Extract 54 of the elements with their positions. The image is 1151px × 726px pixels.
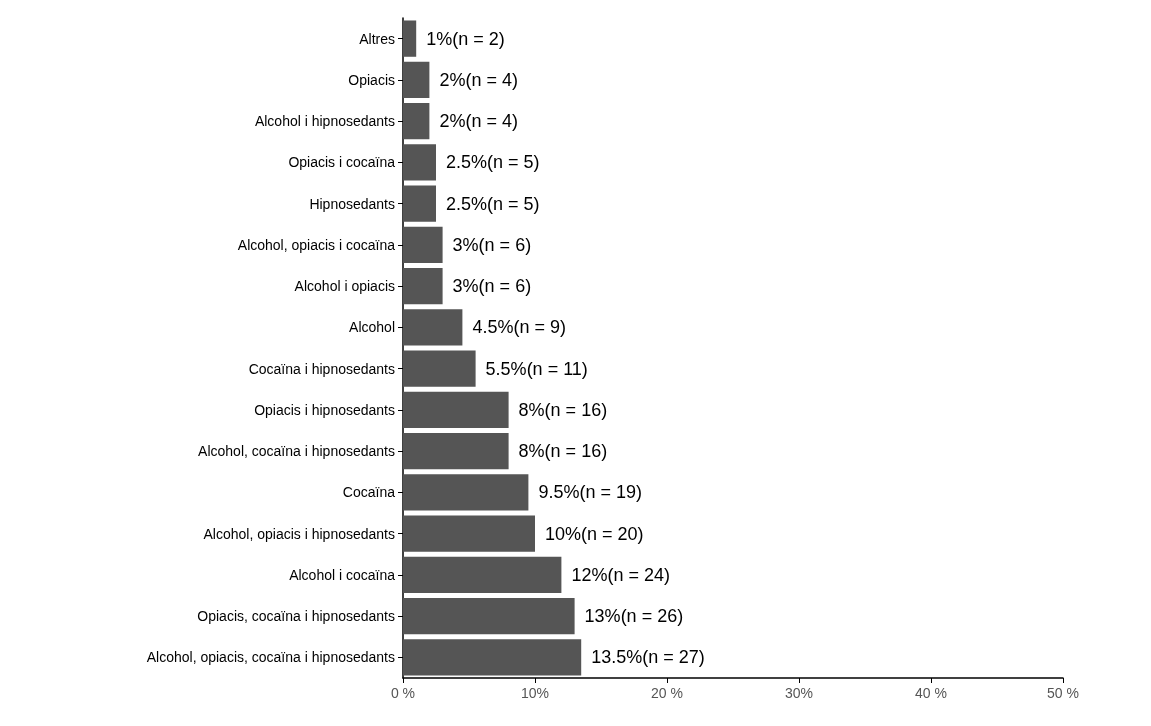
data-label: 8%(n = 16) [518, 441, 608, 462]
x-tick-label: 40 % [915, 685, 947, 701]
y-tick-label: Opiacis i cocaïna [288, 154, 396, 171]
y-tick-label: Hipnosedants [309, 195, 395, 212]
data-label: 2.5%(n = 5) [446, 193, 540, 214]
y-tick-label: Alcohol [349, 319, 395, 336]
data-label: 2.5%(n = 5) [446, 152, 540, 173]
data-label: 3%(n = 6) [452, 234, 532, 255]
data-label: 13%(n = 26) [584, 606, 684, 627]
x-tick-label: 50 % [1047, 685, 1079, 701]
bar [403, 515, 535, 552]
y-tick-label: Alcohol, opiacis i cocaïna [237, 236, 396, 253]
data-label: 5.5%(n = 11) [485, 358, 588, 379]
y-tick-label: Alcohol i cocaïna [289, 566, 396, 583]
y-tick-label: Cocaïna i hipnosedants [248, 360, 395, 377]
x-tick-label: 0 % [390, 685, 416, 701]
data-label: 2%(n = 4) [439, 69, 518, 90]
bar [403, 185, 436, 222]
data-label: 2%(n = 4) [439, 111, 518, 132]
y-tick-label: Alcohol, cocaïna i hipnosedants [198, 443, 395, 460]
bar [403, 639, 582, 676]
bar [403, 391, 509, 429]
bar [403, 226, 443, 264]
y-tick-label: Alcohol i hipnosedants [254, 113, 395, 130]
y-tick-label: Cocaïna [342, 484, 396, 501]
data-label: 10%(n = 20) [545, 523, 644, 544]
y-tick-label: Alcohol i opiacis [294, 278, 395, 295]
data-label: 3%(n = 6) [452, 276, 532, 297]
data-label: 9.5%(n = 19) [538, 482, 642, 503]
y-tick-label: Opiacis [348, 71, 395, 88]
x-tick-label: 20 % [651, 685, 683, 701]
y-tick-label: Altres [359, 30, 395, 47]
data-label: 13.5%(n = 27) [591, 647, 705, 668]
bar [403, 144, 436, 181]
bar [403, 267, 443, 305]
y-tick-label: Alcohol, opiacis, cocaïna i hipnosedants [146, 649, 395, 666]
bar [403, 556, 562, 594]
bar [403, 309, 463, 346]
bar [403, 350, 476, 387]
bar [403, 102, 430, 140]
data-label: 8%(n = 16) [518, 399, 608, 420]
data-label: 1%(n = 2) [426, 28, 505, 49]
bar [403, 474, 529, 511]
bar [403, 432, 509, 470]
bar [403, 61, 430, 99]
x-tick-label: 10% [520, 685, 550, 701]
data-label: 12%(n = 24) [571, 564, 670, 585]
bar [403, 597, 575, 635]
x-tick-label: 30% [784, 685, 814, 701]
y-tick-label: Opiacis, cocaïna i hipnosedants [197, 608, 395, 625]
data-label: 4.5%(n = 9) [472, 317, 566, 338]
y-tick-label: Alcohol, opiacis i hipnosedants [203, 525, 395, 542]
y-tick-label: Opiacis i hipnosedants [254, 401, 395, 418]
bar [403, 20, 417, 57]
